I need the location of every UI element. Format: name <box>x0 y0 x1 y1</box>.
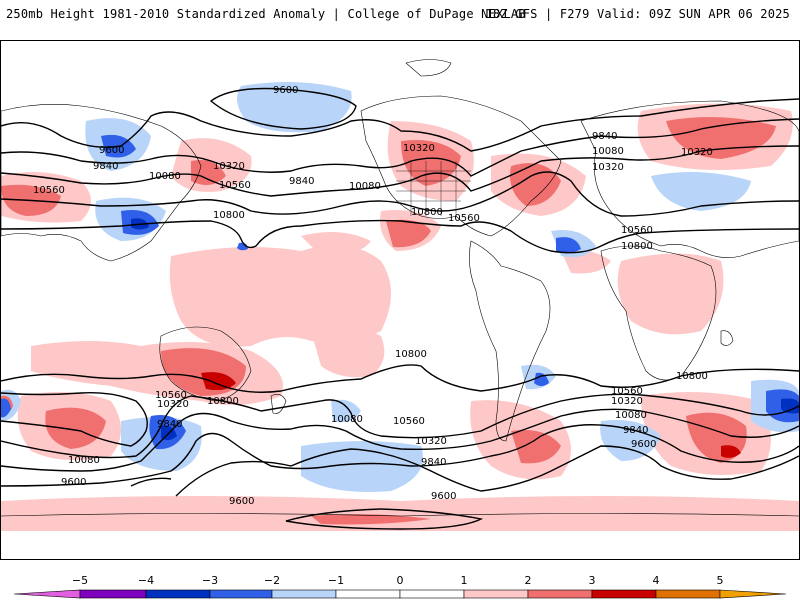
contour-label: 10320 <box>213 161 245 172</box>
colorbar-tick-label: 4 <box>653 574 660 587</box>
anomaly-map: 9600 9600 9840 10080 10560 10320 10560 9… <box>1 59 799 531</box>
contour-label: 9840 <box>157 419 182 430</box>
colorbar-swatch <box>463 589 529 599</box>
map-header: 250mb Height 1981-2010 Standardized Anom… <box>0 0 800 40</box>
colorbar-tick-label: −1 <box>328 574 344 587</box>
colorbar-swatch <box>209 589 273 599</box>
contour-label: 10800 <box>676 371 708 382</box>
colorbar-tick-label: −2 <box>264 574 280 587</box>
anomaly-positive-3-shading <box>201 372 741 458</box>
colorbar-swatch <box>271 589 337 599</box>
contour-label: 10560 <box>155 390 187 401</box>
contour-label: 10800 <box>621 241 653 252</box>
colorbar-tick-label: 5 <box>717 574 724 587</box>
colorbar-swatch <box>719 589 787 599</box>
contour-label: 9600 <box>229 496 254 507</box>
colorbar-tick-label: 2 <box>525 574 532 587</box>
colorbar-tick-label: −3 <box>202 574 218 587</box>
colorbar-swatch <box>655 589 721 599</box>
contour-label: 10800 <box>395 349 427 360</box>
contour-label: 10320 <box>403 143 435 154</box>
contour-label: 10080 <box>349 181 381 192</box>
contour-label: 10800 <box>411 207 443 218</box>
colorbar-swatch <box>13 589 81 599</box>
contour-label: 10080 <box>149 171 181 182</box>
contour-label: 10560 <box>219 180 251 191</box>
contour-label: 9600 <box>273 85 298 96</box>
contour-label: 10080 <box>68 455 100 466</box>
colorbar-tick-label: 1 <box>461 574 468 587</box>
contour-label: 10560 <box>448 213 480 224</box>
contour-label: 10800 <box>213 210 245 221</box>
colorbar-swatch <box>591 589 657 599</box>
contour-label: 9840 <box>421 457 446 468</box>
contour-label: 10800 <box>207 396 239 407</box>
colorbar-tick-label: −5 <box>72 574 88 587</box>
colorbar-swatch <box>79 589 147 599</box>
coastline-outlines <box>1 59 799 517</box>
colorbar-tick-label: 3 <box>589 574 596 587</box>
contour-label: 10080 <box>615 410 647 421</box>
contour-label: 10320 <box>592 162 624 173</box>
colorbar-graphic: −5 −4 −3 −2 −1 0 1 2 3 4 5 <box>13 574 787 599</box>
contour-label: 10560 <box>621 225 653 236</box>
map-title: 250mb Height 1981-2010 Standardized Anom… <box>6 7 526 21</box>
contour-label: 9840 <box>592 131 617 142</box>
contour-label: 10560 <box>611 386 643 397</box>
contour-label: 9600 <box>631 439 656 450</box>
political-boundaries <box>396 161 471 216</box>
colorbar-legend: −5 −4 −3 −2 −1 0 1 2 3 4 5 <box>0 568 800 600</box>
contour-label: 9600 <box>431 491 456 502</box>
colorbar-swatch <box>399 589 465 599</box>
colorbar-swatch <box>145 589 211 599</box>
contour-label: 10320 <box>611 396 643 407</box>
contour-label: 10560 <box>33 185 65 196</box>
colorbar-swatch <box>527 589 593 599</box>
contour-label: 9840 <box>289 176 314 187</box>
contour-labels: 9600 9600 9840 10080 10560 10320 10560 9… <box>33 85 713 507</box>
contour-label: 9840 <box>623 425 648 436</box>
model-run-info: 18Z GFS | F279 Valid: 09Z SUN APR 06 202… <box>485 7 790 21</box>
contour-label: 10080 <box>592 146 624 157</box>
colorbar-swatches <box>13 589 787 599</box>
contour-label: 9600 <box>61 477 86 488</box>
contour-label: 9600 <box>99 145 124 156</box>
colorbar-ticks: −5 −4 −3 −2 −1 0 1 2 3 4 5 <box>72 574 724 587</box>
contour-label: 10080 <box>331 414 363 425</box>
contour-label: 10320 <box>157 399 189 410</box>
colorbar-tick-label: 0 <box>397 574 404 587</box>
contour-label: 9840 <box>93 161 118 172</box>
contour-label: 10320 <box>681 147 713 158</box>
contour-label: 10320 <box>415 436 447 447</box>
height-contours <box>1 87 799 530</box>
anomaly-negative-1-shading <box>1 82 799 492</box>
colorbar-tick-label: −4 <box>138 574 154 587</box>
anomaly-negative-3-shading <box>131 218 799 441</box>
map-panel: 9600 9600 9840 10080 10560 10320 10560 9… <box>0 40 800 560</box>
contour-label: 10560 <box>393 416 425 427</box>
colorbar-swatch <box>335 589 401 599</box>
